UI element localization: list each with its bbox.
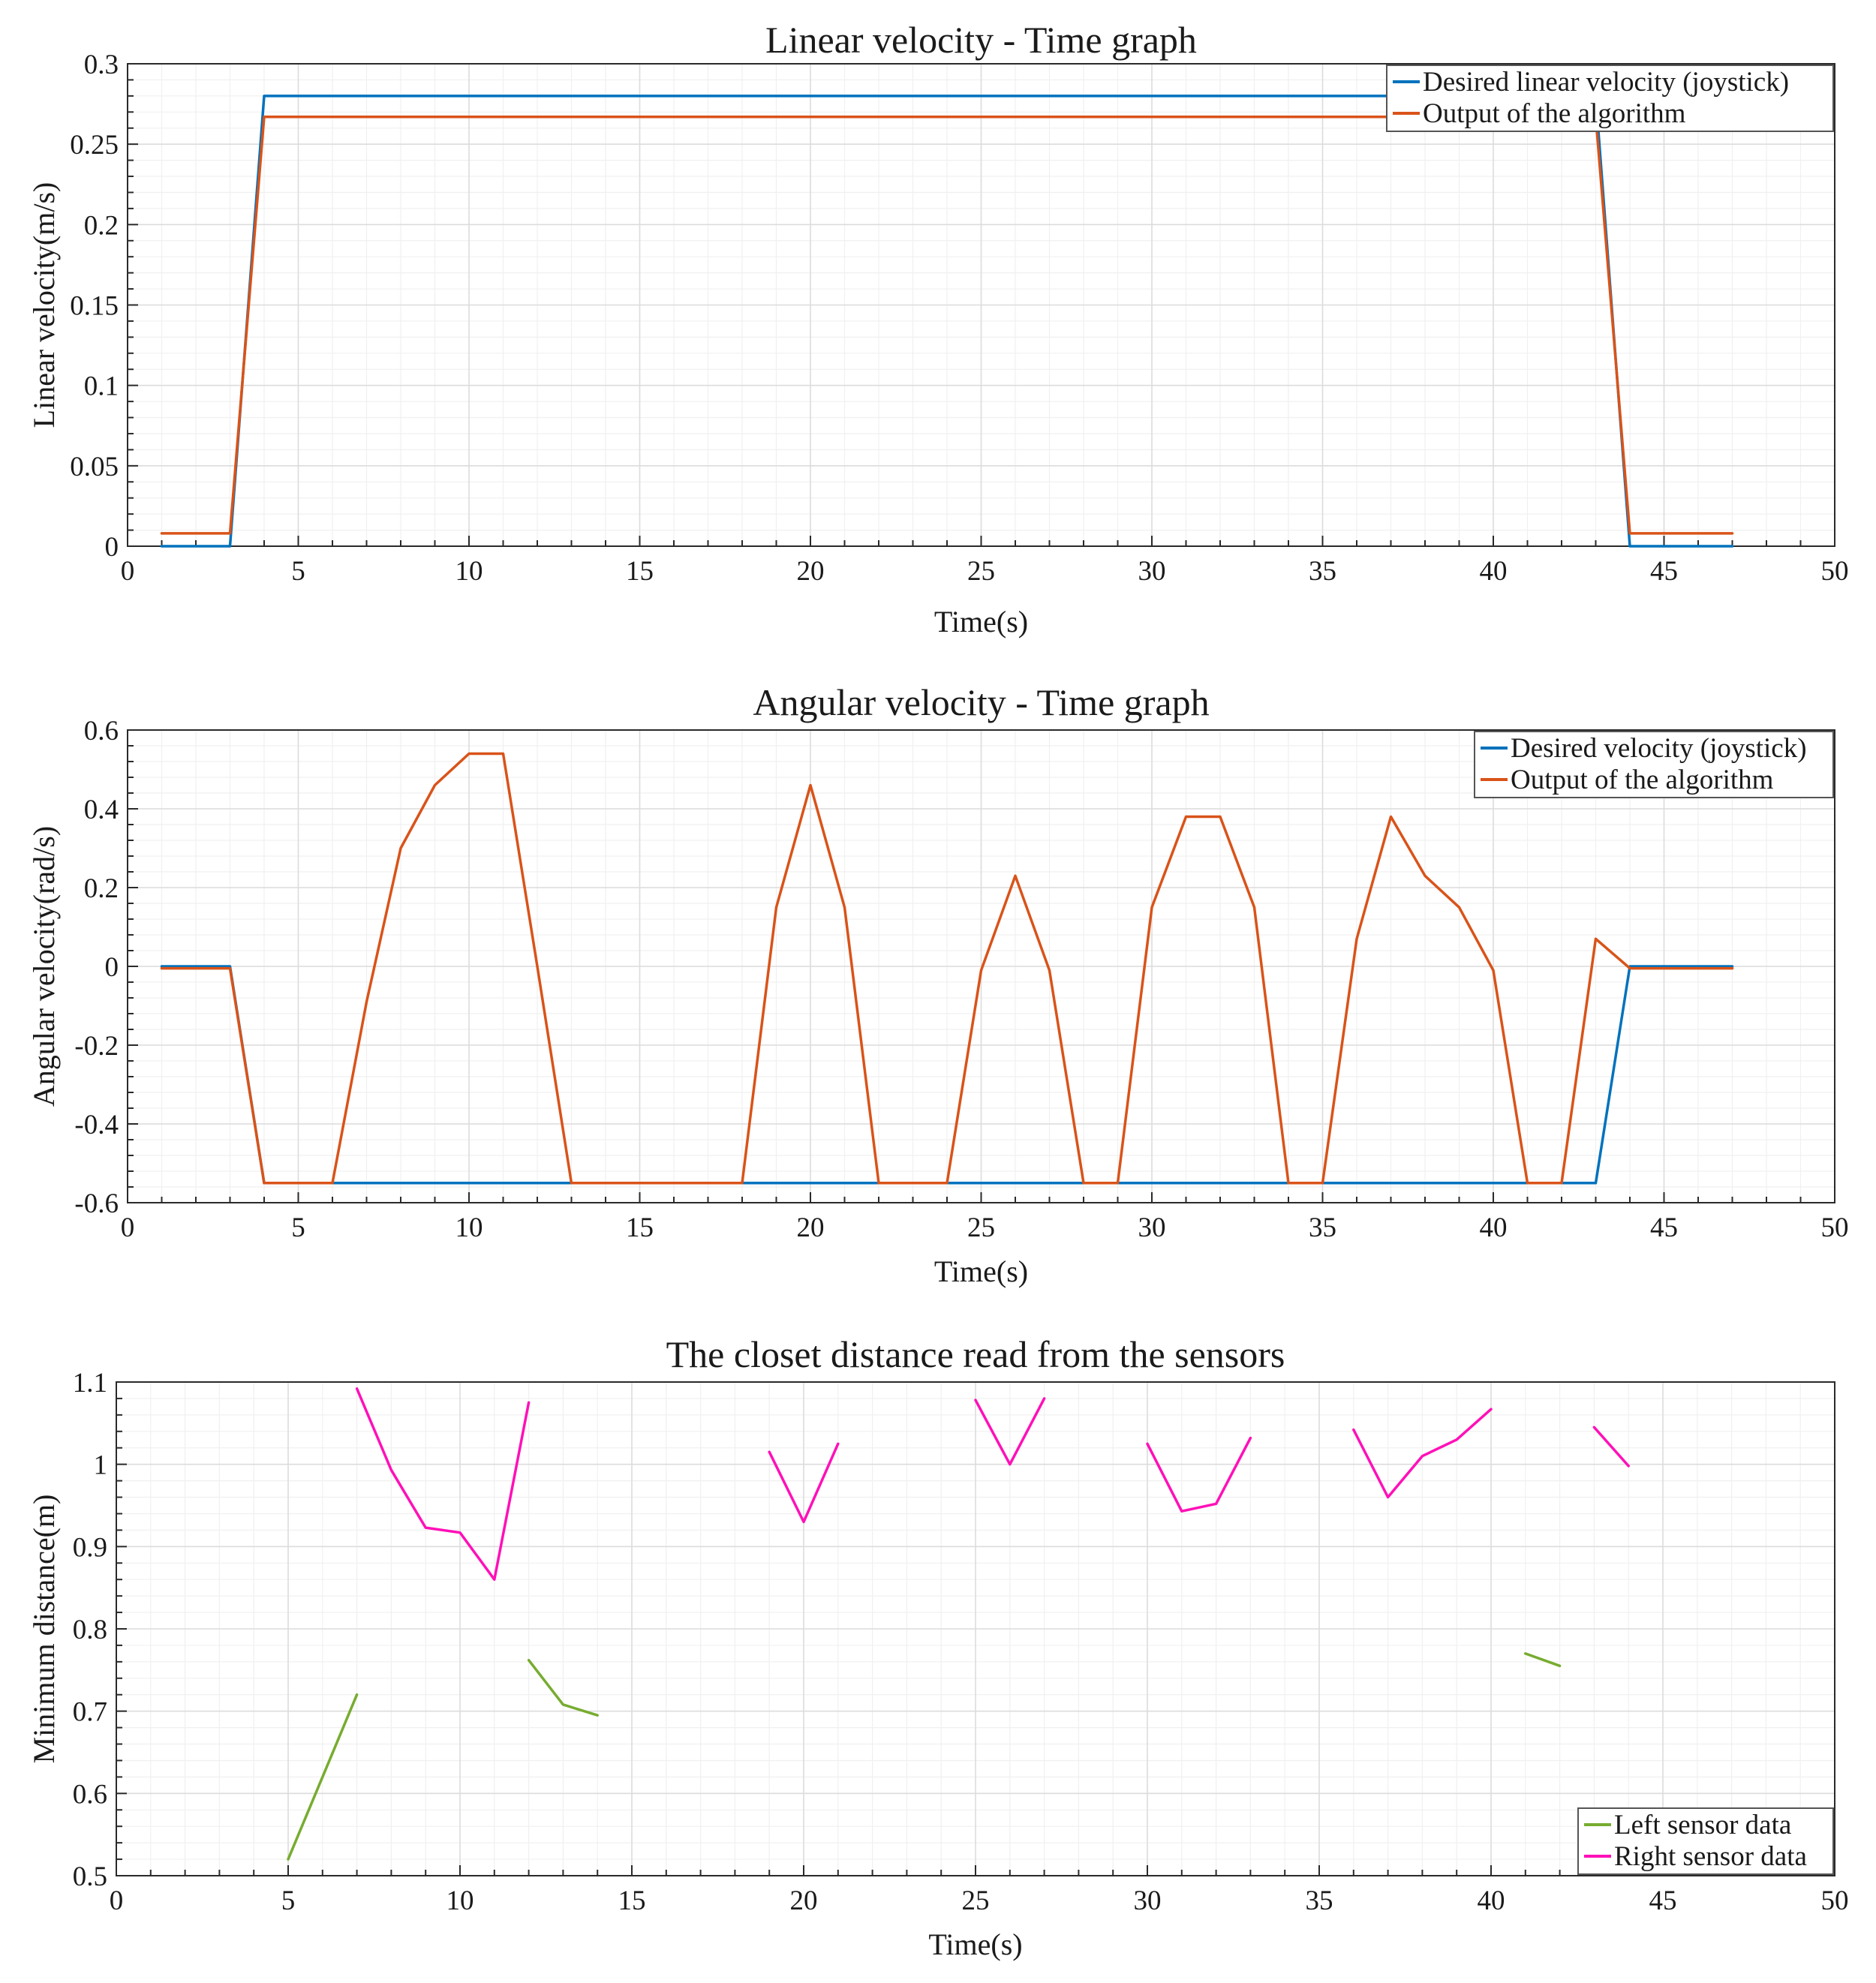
y-tick-label: 0.8 bbox=[73, 1615, 107, 1645]
y-tick-label: 0.5 bbox=[73, 1861, 107, 1892]
x-tick-label: 35 bbox=[1306, 1885, 1333, 1916]
x-axis-label: Time(s) bbox=[934, 1254, 1028, 1288]
x-tick-label: 20 bbox=[790, 1885, 818, 1916]
x-tick-label: 30 bbox=[1134, 1885, 1162, 1916]
x-tick-label: 50 bbox=[1821, 1212, 1849, 1243]
x-tick-label: 35 bbox=[1309, 556, 1336, 587]
y-tick-label: 0.2 bbox=[84, 210, 119, 241]
x-tick-label: 45 bbox=[1650, 556, 1678, 587]
x-tick-label: 20 bbox=[797, 1212, 825, 1243]
x-tick-label: 50 bbox=[1821, 556, 1849, 587]
x-tick-label: 35 bbox=[1309, 1212, 1336, 1243]
legend-label: Right sensor data bbox=[1614, 1841, 1807, 1872]
x-tick-label: 15 bbox=[626, 1212, 654, 1243]
y-tick-label: 0.2 bbox=[84, 873, 119, 904]
legend-box bbox=[1577, 1807, 1834, 1875]
x-tick-label: 25 bbox=[962, 1885, 990, 1916]
series-line-2 bbox=[160, 752, 1734, 1185]
y-axis-label: Minimum distance(m) bbox=[27, 1495, 61, 1764]
legend-box bbox=[1474, 731, 1834, 798]
x-tick-label: 5 bbox=[291, 556, 305, 587]
x-tick-label: 30 bbox=[1138, 556, 1166, 587]
y-tick-label: 0 bbox=[105, 952, 119, 983]
x-tick-label: 30 bbox=[1138, 1212, 1166, 1243]
x-tick-label: 0 bbox=[121, 1212, 135, 1243]
x-tick-label: 15 bbox=[626, 556, 654, 587]
plot-border bbox=[127, 729, 1835, 1203]
series-line-1 bbox=[160, 95, 1734, 548]
legend-box bbox=[1386, 65, 1834, 132]
series-line-2-segment-2 bbox=[768, 1442, 840, 1524]
series-line-2 bbox=[160, 115, 1734, 535]
legend-label: Output of the algorithm bbox=[1511, 765, 1774, 795]
plot-border bbox=[116, 1381, 1835, 1876]
x-tick-label: 0 bbox=[110, 1885, 124, 1916]
legend: Desired velocity (joystick)Output of the… bbox=[1474, 731, 1834, 798]
y-tick-label: 0.7 bbox=[73, 1697, 107, 1728]
sensor-distance-panel: 0 5 10 15 20 25 30 35 40 45 50 0.5 0.6 0.7 0.8 0.9 1 1.1 T… bbox=[27, 1333, 1849, 1961]
y-tick-label: -0.6 bbox=[74, 1188, 119, 1219]
y-tick-label: 1 bbox=[94, 1450, 108, 1481]
x-tick-label: 40 bbox=[1480, 556, 1508, 587]
x-tick-label: 0 bbox=[121, 556, 135, 587]
x-tick-label: 40 bbox=[1480, 1212, 1508, 1243]
series-line-1-segment-3 bbox=[1524, 1652, 1562, 1668]
chart-title: The closet distance read from the sensor… bbox=[666, 1333, 1285, 1375]
x-tick-label: 45 bbox=[1649, 1885, 1677, 1916]
x-tick-label: 25 bbox=[967, 1212, 995, 1243]
legend-label: Desired linear velocity (joystick) bbox=[1423, 67, 1789, 98]
y-tick-label: -0.4 bbox=[74, 1110, 119, 1140]
series-line-1-segment-2 bbox=[527, 1658, 599, 1717]
chart-title: Linear velocity - Time graph bbox=[765, 19, 1197, 61]
x-tick-label: 10 bbox=[455, 1212, 483, 1243]
series-line-1-segment-1 bbox=[287, 1693, 359, 1861]
x-axis-label: Time(s) bbox=[934, 605, 1028, 638]
chart-title: Angular velocity - Time graph bbox=[753, 681, 1209, 723]
x-tick-label: 10 bbox=[455, 556, 483, 587]
y-tick-label: 0 bbox=[105, 532, 119, 563]
y-tick-label: 0.25 bbox=[70, 130, 119, 161]
x-tick-label: 25 bbox=[967, 556, 995, 587]
x-axis-label: Time(s) bbox=[928, 1927, 1022, 1961]
y-tick-label: 0.9 bbox=[73, 1532, 107, 1563]
y-tick-label: 0.6 bbox=[84, 716, 119, 747]
grid bbox=[127, 63, 1835, 547]
x-tick-label: 50 bbox=[1821, 1885, 1849, 1916]
y-tick-label: 0.6 bbox=[73, 1779, 107, 1810]
legend-label: Left sensor data bbox=[1614, 1810, 1791, 1840]
y-tick-label: 0.05 bbox=[70, 452, 119, 482]
y-axis-label: Linear velocity(m/s) bbox=[27, 182, 61, 428]
series-line-2-segment-4 bbox=[1146, 1436, 1252, 1513]
series-line-2-segment-3 bbox=[974, 1397, 1046, 1466]
x-tick-label: 10 bbox=[446, 1885, 474, 1916]
y-axis-label: Angular velocity(rad/s) bbox=[27, 826, 61, 1107]
plot-border bbox=[127, 63, 1835, 547]
y-tick-label: 0.1 bbox=[84, 371, 119, 402]
linear-velocity-panel: 0 5 10 15 20 25 30 35 40 45 50 0 0.05 0.1 0.15 0.2 0.25 0… bbox=[27, 19, 1849, 638]
series-line-2-segment-5 bbox=[1352, 1408, 1493, 1499]
x-tick-label: 45 bbox=[1650, 1212, 1678, 1243]
y-tick-label: 0.3 bbox=[84, 50, 119, 80]
y-tick-label: 0.4 bbox=[84, 795, 119, 825]
x-tick-label: 5 bbox=[291, 1212, 305, 1243]
y-tick-label: 1.1 bbox=[73, 1368, 107, 1399]
x-tick-label: 5 bbox=[281, 1885, 296, 1916]
angular-velocity-panel: 0 5 10 15 20 25 30 35 40 45 50 -0.6 -0.4 -0.2 0 0.2 0.4 0… bbox=[27, 681, 1849, 1288]
x-tick-label: 20 bbox=[797, 556, 825, 587]
y-tick-label: -0.2 bbox=[74, 1031, 119, 1062]
x-tick-label: 40 bbox=[1478, 1885, 1505, 1916]
series-line-2-segment-6 bbox=[1592, 1426, 1630, 1468]
y-tick-label: 0.15 bbox=[70, 291, 119, 322]
legend: Desired linear velocity (joystick)Output… bbox=[1386, 65, 1834, 132]
legend-label: Desired velocity (joystick) bbox=[1511, 733, 1807, 764]
series-line-2-segment-1 bbox=[355, 1387, 531, 1581]
x-tick-label: 15 bbox=[618, 1885, 646, 1916]
legend-label: Output of the algorithm bbox=[1423, 98, 1686, 129]
